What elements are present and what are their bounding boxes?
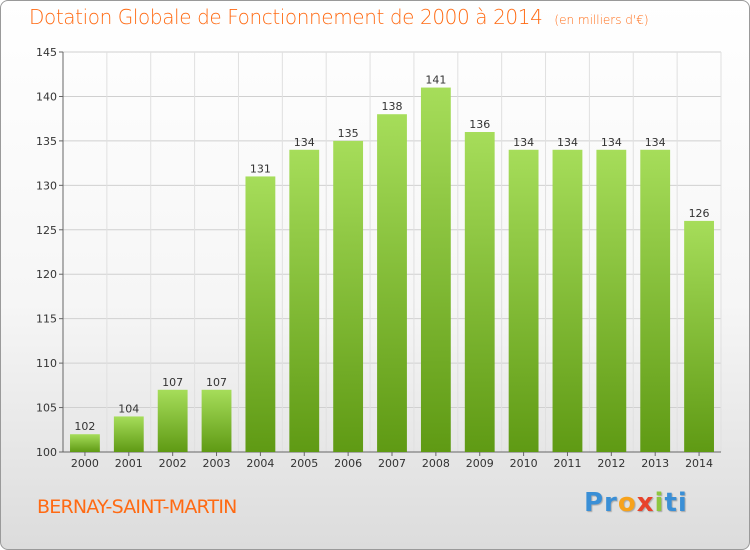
- value-label-2002: 107: [162, 376, 183, 389]
- x-tick-label-2008: 2008: [422, 457, 450, 470]
- logo-part: ti: [664, 488, 688, 518]
- bar-2003: [201, 389, 232, 452]
- y-tick-label: 140: [36, 90, 57, 103]
- chart-title: Dotation Globale de Fonctionnement de 20…: [29, 5, 649, 29]
- logo-part: i: [654, 488, 665, 518]
- logo-part: o: [617, 488, 637, 518]
- x-tick-label-2000: 2000: [71, 457, 99, 470]
- value-label-2007: 138: [382, 100, 403, 113]
- bar-2010: [508, 149, 539, 452]
- y-tick-label: 110: [36, 357, 57, 370]
- bar-2012: [596, 149, 627, 452]
- y-tick-label: 120: [36, 268, 57, 281]
- value-label-2014: 126: [689, 207, 710, 220]
- proxiti-logo[interactable]: Proxiti: [584, 488, 688, 518]
- y-tick-label: 145: [36, 46, 57, 59]
- bar-2005: [289, 149, 320, 452]
- x-tick-label-2004: 2004: [246, 457, 274, 470]
- value-label-2008: 141: [425, 74, 446, 87]
- x-tick-label-2006: 2006: [334, 457, 362, 470]
- value-label-2005: 134: [294, 136, 315, 149]
- chart-title-text: Dotation Globale de Fonctionnement de 20…: [29, 5, 543, 29]
- x-tick-label-2011: 2011: [553, 457, 581, 470]
- x-tick-label-2014: 2014: [685, 457, 713, 470]
- logo-part: Pr: [584, 488, 618, 518]
- x-tick-label-2009: 2009: [466, 457, 494, 470]
- value-label-2004: 131: [250, 162, 271, 175]
- value-label-2006: 135: [338, 127, 359, 140]
- labels: 102 2000 104 2001 107 2002 107 2003 131 2004 134 20…: [71, 74, 713, 470]
- x-tick-label-2005: 2005: [290, 457, 318, 470]
- x-tick-label-2007: 2007: [378, 457, 406, 470]
- value-label-2012: 134: [601, 136, 622, 149]
- x-tick-label-2002: 2002: [159, 457, 187, 470]
- bar-2007: [377, 114, 407, 452]
- bar-2009: [464, 132, 495, 452]
- chart-subtitle: (en milliers d'€): [554, 13, 649, 27]
- y-tick-label: 130: [36, 179, 57, 192]
- y-tick-label: 100: [36, 446, 57, 459]
- bar-2001: [113, 416, 144, 452]
- logo-part: x: [636, 488, 655, 518]
- x-tick-label-2010: 2010: [510, 457, 538, 470]
- bar-2006: [333, 140, 364, 452]
- value-label-2003: 107: [206, 376, 227, 389]
- bar-2013: [640, 149, 671, 452]
- commune-name: BERNAY-SAINT-MARTIN: [37, 496, 237, 518]
- value-label-2009: 136: [469, 118, 490, 131]
- y-tick-label: 105: [36, 402, 57, 415]
- y-tick-label: 125: [36, 224, 57, 237]
- x-tick-label-2003: 2003: [203, 457, 231, 470]
- value-label-2010: 134: [513, 136, 534, 149]
- bar-2004: [245, 176, 276, 452]
- bar-2000: [70, 434, 100, 452]
- value-label-2011: 134: [557, 136, 578, 149]
- x-tick-label-2013: 2013: [641, 457, 669, 470]
- bar-2014: [684, 220, 714, 452]
- value-label-2013: 134: [645, 136, 666, 149]
- bar-2002: [157, 389, 188, 452]
- x-tick-label-2001: 2001: [115, 457, 143, 470]
- y-tick-label: 115: [36, 313, 57, 326]
- bar-2008: [420, 87, 451, 453]
- value-label-2001: 104: [118, 402, 139, 415]
- x-tick-label-2012: 2012: [597, 457, 625, 470]
- bars: [70, 87, 714, 453]
- bar-2011: [552, 149, 583, 452]
- value-label-2000: 102: [74, 420, 95, 433]
- y-tick-label: 135: [36, 135, 57, 148]
